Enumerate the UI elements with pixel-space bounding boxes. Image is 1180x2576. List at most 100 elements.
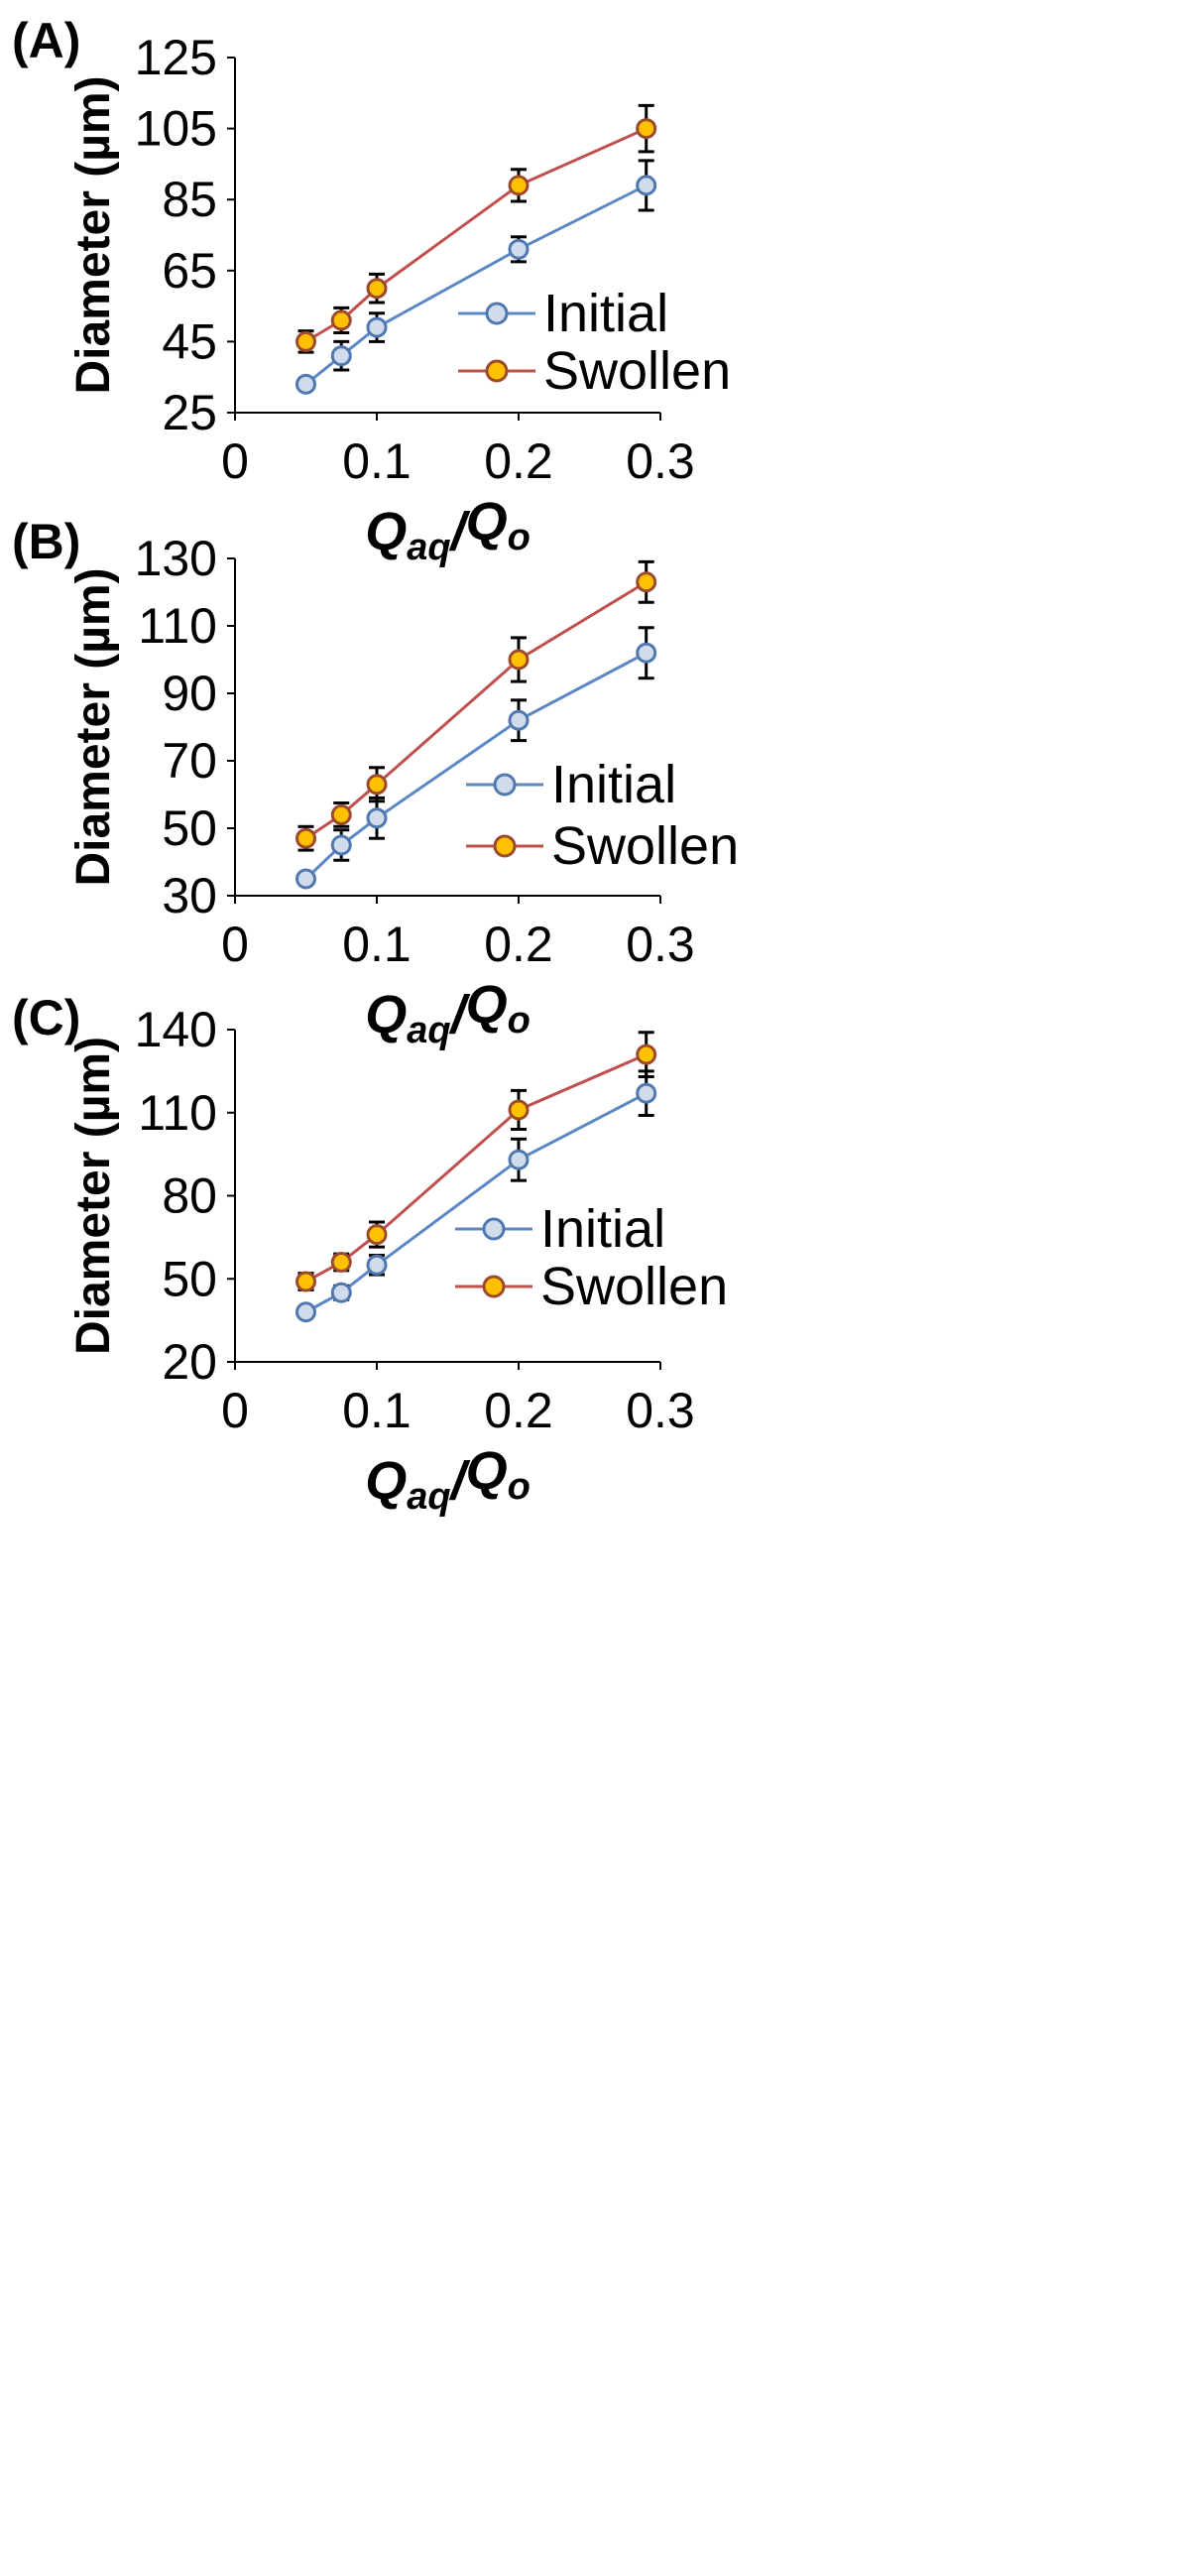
legend-label: Swollen <box>543 341 731 401</box>
x-tick-label: 0.3 <box>626 433 695 489</box>
legend-marker <box>485 302 509 325</box>
series-swollen <box>295 559 657 852</box>
y-tick-label: 30 <box>162 868 217 923</box>
x-axis-label-main2: Q <box>466 492 508 552</box>
x-tick-label: 0.1 <box>342 433 412 489</box>
data-point-initial <box>366 807 388 829</box>
legend-marker <box>482 1217 506 1241</box>
x-axis-label-sub: aq <box>407 1010 450 1051</box>
y-tick-label: 90 <box>162 666 217 721</box>
panel-label: (A) <box>12 13 80 68</box>
data-point-initial <box>330 834 352 856</box>
legend-label: Initial <box>551 755 676 814</box>
data-point-swollen <box>330 803 352 825</box>
data-point-initial <box>636 1082 657 1104</box>
data-point-swollen <box>330 1252 352 1273</box>
data-point-initial <box>508 1149 530 1170</box>
x-axis-label-main2: Q <box>466 975 508 1035</box>
legend-entry-initial: Initial <box>458 284 668 343</box>
data-point-swollen <box>508 1099 530 1121</box>
x-tick-label: 0.2 <box>484 433 553 489</box>
y-tick-label: 130 <box>135 531 217 586</box>
panel-label: (C) <box>12 990 80 1045</box>
panel-label: (B) <box>12 514 80 569</box>
y-tick-label: 85 <box>162 172 217 227</box>
x-tick-label: 0 <box>221 433 249 489</box>
chart-panel-c: (C) 20 50 80 110 140 0 0.1 0.2 0.3 Diameter (µm) Qa… <box>12 990 728 1518</box>
legend-marker <box>485 359 509 383</box>
y-axis-label: Diameter (µm) <box>67 75 120 394</box>
y-axis-label: Diameter (µm) <box>67 567 120 886</box>
x-axis-label-main: Q <box>365 985 407 1044</box>
data-point-swollen <box>508 649 530 671</box>
data-point-swollen <box>366 774 388 796</box>
data-point-swollen <box>295 1271 316 1292</box>
x-axis-label-main: Q <box>365 502 407 561</box>
legend-entry-swollen: Swollen <box>458 341 731 401</box>
x-tick-label: 0 <box>221 1383 249 1438</box>
y-tick-label: 50 <box>162 800 217 856</box>
y-tick-label: 105 <box>135 101 217 157</box>
y-tick-label: 110 <box>138 598 217 654</box>
x-axis-label-main: Q <box>365 1451 407 1511</box>
x-tick-label: 0.1 <box>342 917 412 972</box>
x-tick-label: 0.3 <box>626 1383 695 1438</box>
data-point-swollen <box>636 1043 657 1065</box>
x-tick-label: 0.2 <box>484 1383 553 1438</box>
y-tick-label: 65 <box>162 243 217 299</box>
x-tick-label: 0 <box>221 917 249 972</box>
legend-label: Swollen <box>540 1257 728 1316</box>
data-point-swollen <box>366 278 388 300</box>
data-point-initial <box>330 345 352 367</box>
legend-entry-initial: Initial <box>455 1199 665 1259</box>
data-point-swollen <box>636 571 657 593</box>
series-swollen <box>295 1031 657 1292</box>
x-axis-label: Qaq/Qo <box>365 492 531 568</box>
x-tick-label: 0.1 <box>342 1383 412 1438</box>
x-axis-label: Qaq/Qo <box>365 1441 531 1518</box>
series-initial <box>295 1069 657 1323</box>
x-tick-label: 0.3 <box>626 917 695 972</box>
legend-label: Swollen <box>551 816 739 876</box>
legend-label: Initial <box>540 1199 665 1259</box>
x-axis-label-sub2: o <box>508 1000 531 1042</box>
data-point-swollen <box>636 118 657 140</box>
data-point-initial <box>330 1282 352 1303</box>
y-tick-label: 140 <box>135 1002 217 1057</box>
data-point-initial <box>295 868 316 890</box>
data-point-swollen <box>366 1224 388 1246</box>
series-swollen <box>295 103 657 354</box>
data-point-initial <box>295 1301 316 1323</box>
x-axis-label-sub: aq <box>407 1476 450 1518</box>
legend-entry-swollen: Swollen <box>455 1257 728 1316</box>
data-point-initial <box>295 373 316 395</box>
y-tick-label: 25 <box>162 385 217 440</box>
data-point-swollen <box>295 827 316 849</box>
series-initial <box>295 626 657 890</box>
y-tick-label: 125 <box>135 30 217 85</box>
chart-panel-b: (B) 30 50 70 90 110 130 0 0.1 0.2 0.3 Diameter (µm)… <box>12 514 739 1051</box>
legend-marker <box>493 834 517 858</box>
data-point-initial <box>508 238 530 260</box>
data-point-initial <box>508 709 530 731</box>
legend-label: Initial <box>543 284 668 343</box>
y-axis-label: Diameter (µm) <box>67 1037 120 1355</box>
y-tick-label: 50 <box>162 1251 217 1306</box>
y-tick-label: 20 <box>162 1334 217 1390</box>
x-axis-label-sub2: o <box>508 1466 531 1508</box>
legend-entry-initial: Initial <box>466 755 676 814</box>
x-axis-label-main2: Q <box>466 1441 508 1501</box>
data-point-initial <box>636 642 657 664</box>
data-point-swollen <box>330 309 352 331</box>
y-tick-label: 70 <box>162 733 217 789</box>
x-axis-label: Qaq/Qo <box>365 975 531 1051</box>
data-point-initial <box>366 316 388 338</box>
x-axis-label-slash: / <box>449 985 471 1044</box>
data-point-initial <box>366 1254 388 1276</box>
data-point-initial <box>636 175 657 196</box>
data-point-swollen <box>508 175 530 196</box>
y-tick-label: 80 <box>162 1168 217 1224</box>
y-tick-label: 45 <box>162 313 217 369</box>
chart-panel-a: (A) 25 45 65 85 105 125 0 0.1 0.2 0.3 Diameter (µm)… <box>12 13 731 568</box>
